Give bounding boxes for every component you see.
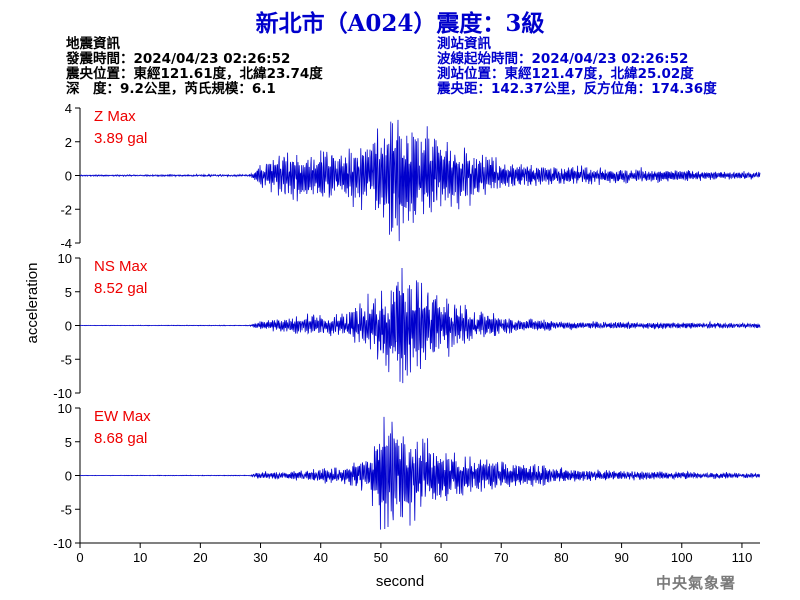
y-tick-label: -5 xyxy=(60,352,72,367)
waveform-trace-z xyxy=(79,119,761,242)
y-tick-label: -4 xyxy=(60,236,72,251)
y-tick-label: -5 xyxy=(60,502,72,517)
cwa-watermark: 中央氣象署 xyxy=(656,574,737,592)
x-tick-label: 30 xyxy=(253,550,267,565)
x-tick-label: 80 xyxy=(554,550,568,565)
max-value-z: 3.89 gal xyxy=(94,130,147,147)
waveform-trace-ew xyxy=(79,416,761,530)
station-info-heading: 測站資訊 xyxy=(437,36,491,52)
x-axis-title: second xyxy=(376,573,424,590)
quake-info-block: 地震資訊 發震時間：2024/04/23 02:26:52 震央位置：東經121… xyxy=(66,37,323,97)
y-tick-label: 5 xyxy=(65,285,72,300)
x-tick-label: 110 xyxy=(732,550,753,565)
max-label-ew: EW Max xyxy=(94,408,151,425)
y-tick-label: 5 xyxy=(65,435,72,450)
max-value-ns: 8.52 gal xyxy=(94,280,147,297)
y-tick-label: -2 xyxy=(60,202,72,217)
y-tick-label: 0 xyxy=(65,319,72,334)
station-start-time: 波線起始時間：2024/04/23 02:26:52 xyxy=(437,51,689,67)
x-tick-label: 100 xyxy=(671,550,693,565)
quake-info-heading: 地震資訊 xyxy=(66,36,120,52)
x-tick-label: 40 xyxy=(313,550,327,565)
y-tick-label: 0 xyxy=(65,169,72,184)
station-info-block: 測站資訊 波線起始時間：2024/04/23 02:26:52 測站位置：東經1… xyxy=(437,37,717,97)
max-label-z: Z Max xyxy=(94,108,136,125)
max-label-ns: NS Max xyxy=(94,258,148,275)
y-tick-label: -10 xyxy=(53,386,72,401)
page-title: 新北市（A024）震度：3級 xyxy=(255,10,545,37)
quake-depth-magnitude: 深 度：9.2公里，芮氏規模：6.1 xyxy=(66,81,276,97)
y-tick-label: -10 xyxy=(53,536,72,551)
waveform-trace-ns xyxy=(79,267,761,384)
quake-origin-time: 發震時間：2024/04/23 02:26:52 xyxy=(66,51,291,67)
x-tick-label: 50 xyxy=(374,550,388,565)
y-tick-label: 2 xyxy=(65,135,72,150)
x-tick-label: 10 xyxy=(133,550,147,565)
quake-epicenter: 震央位置：東經121.61度，北緯23.74度 xyxy=(66,66,323,82)
x-tick-label: 60 xyxy=(434,550,448,565)
y-tick-label: 0 xyxy=(65,469,72,484)
max-value-ew: 8.68 gal xyxy=(94,430,147,447)
station-distance-azimuth: 震央距：142.37公里，反方位角：174.36度 xyxy=(437,81,717,97)
x-tick-label: 90 xyxy=(614,550,628,565)
x-tick-label: 0 xyxy=(76,550,83,565)
y-tick-label: 10 xyxy=(58,251,72,266)
x-tick-label: 70 xyxy=(494,550,508,565)
station-location: 測站位置：東經121.47度，北緯25.02度 xyxy=(437,66,694,82)
y-tick-label: 4 xyxy=(65,101,72,116)
y-tick-label: 10 xyxy=(58,401,72,416)
y-axis-title: acceleration xyxy=(24,263,41,344)
x-tick-label: 20 xyxy=(193,550,207,565)
